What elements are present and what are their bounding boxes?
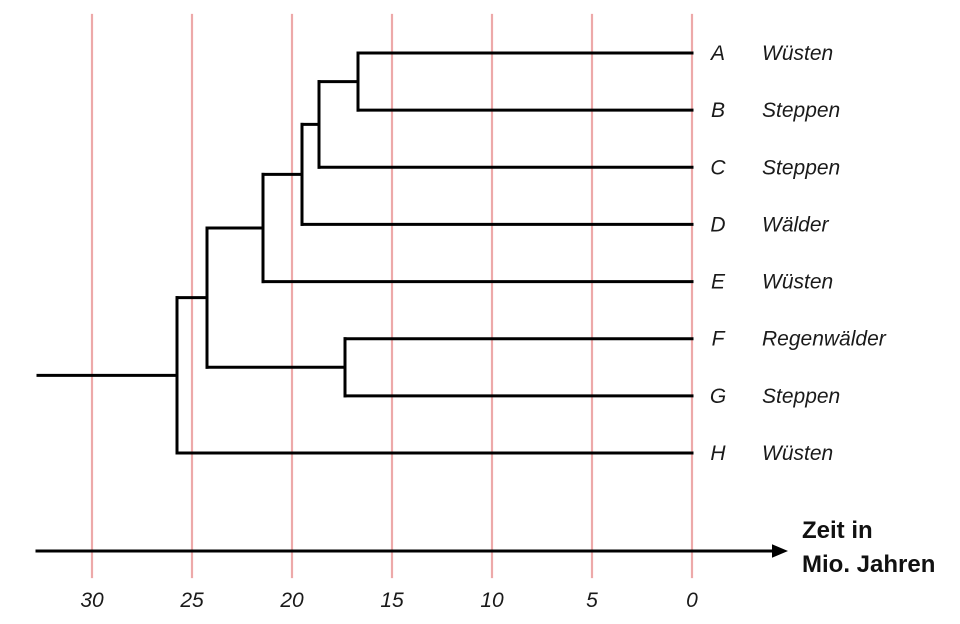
habitat-label-D: Wälder	[762, 213, 830, 236]
habitat-label-A: Wüsten	[762, 42, 833, 65]
habitat-label-F: Regenwälder	[762, 328, 887, 351]
time-axis-label: Zeit in Mio. Jahren	[802, 514, 935, 582]
leaf-label-A: A	[709, 42, 725, 65]
leaf-label-D: D	[710, 213, 725, 236]
leaf-label-C: C	[710, 156, 726, 179]
habitat-label-C: Steppen	[762, 156, 840, 179]
tick-label-10: 10	[480, 589, 504, 612]
leaf-label-F: F	[712, 328, 726, 351]
tick-label-15: 15	[380, 589, 404, 612]
habitat-label-E: Wüsten	[762, 271, 833, 294]
habitat-label-B: Steppen	[762, 99, 840, 122]
tick-label-20: 20	[279, 589, 304, 612]
habitat-label-H: Wüsten	[762, 442, 833, 465]
leaf-label-E: E	[711, 271, 726, 294]
time-axis-label-line1: Zeit in	[802, 517, 873, 544]
leaf-label-G: G	[710, 385, 726, 408]
axis-arrowhead-icon	[772, 544, 788, 558]
tick-label-0: 0	[686, 589, 698, 612]
tick-label-25: 25	[179, 589, 204, 612]
time-axis-label-line2: Mio. Jahren	[802, 551, 936, 578]
tick-label-5: 5	[586, 589, 598, 612]
habitat-label-G: Steppen	[762, 385, 840, 408]
leaf-label-H: H	[710, 442, 726, 465]
leaf-label-B: B	[711, 99, 725, 122]
tick-label-30: 30	[80, 589, 104, 612]
